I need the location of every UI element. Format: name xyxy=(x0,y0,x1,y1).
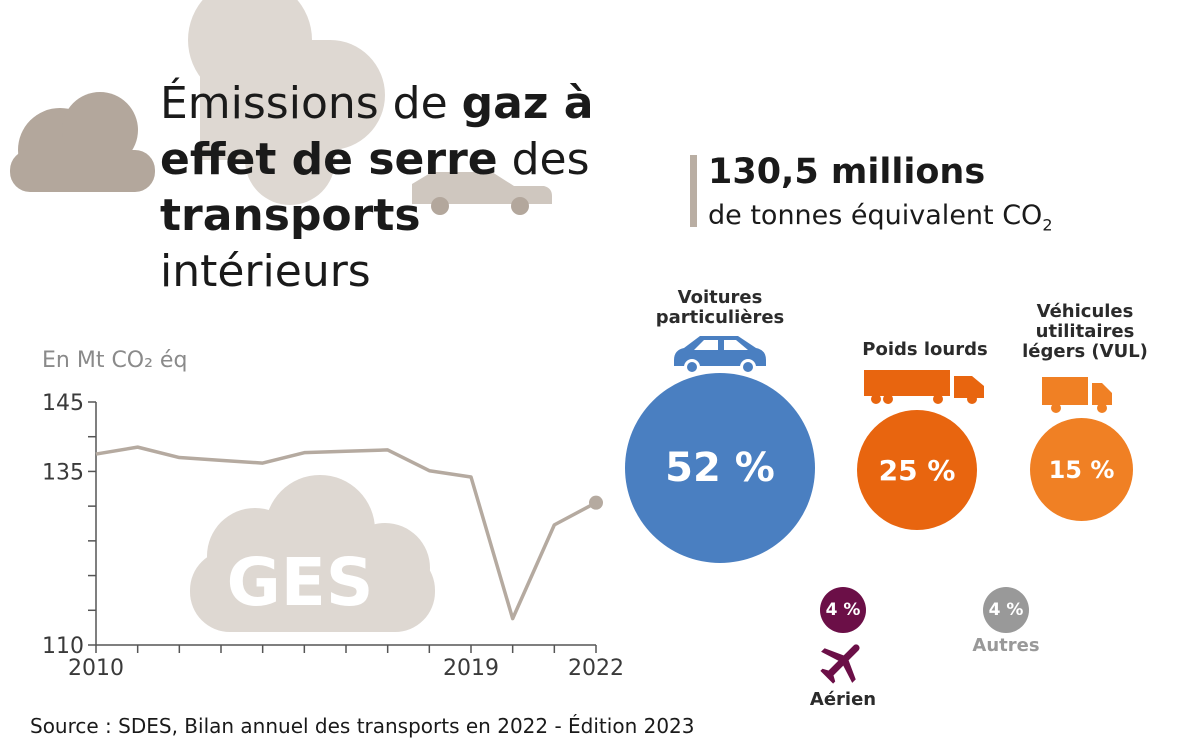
cloud-text: GES xyxy=(227,544,374,621)
share-circle-poids-lourds: 25 % xyxy=(857,410,977,530)
cloud-icon xyxy=(188,0,385,205)
y-tick-label: 145 xyxy=(42,391,84,416)
car-icon xyxy=(674,336,766,375)
title-bold-1: gaz à effet de serre xyxy=(160,78,594,185)
category-label-aerien: Aérien xyxy=(809,689,877,710)
share-circle-vul: 15 % xyxy=(1030,418,1133,521)
share-label-autres: 4 % xyxy=(988,600,1024,620)
share-circle-aerien: 4 % xyxy=(820,587,866,633)
x-tick-label: 2010 xyxy=(68,656,124,681)
cloud-icon xyxy=(10,92,155,192)
title-part-2: des xyxy=(497,134,590,185)
title-part-1: Émissions de xyxy=(160,78,462,129)
y-tick-label: 110 xyxy=(42,634,84,659)
share-circle-voitures: 52 % xyxy=(625,373,815,563)
title-bold-2: transports xyxy=(160,190,421,241)
series-layer xyxy=(95,445,603,621)
ges-cloud-illustration: GES xyxy=(190,475,435,632)
x-tick-label: 2019 xyxy=(443,656,499,681)
total-unit: de tonnes équivalent CO2 xyxy=(708,200,1053,234)
airplane-icon xyxy=(820,644,860,684)
background-clouds-illustration xyxy=(10,0,552,215)
share-label-poids-lourds: 25 % xyxy=(878,453,956,487)
car-outline-icon xyxy=(412,172,552,215)
truck-icon xyxy=(864,370,984,404)
x-tick-label: 2022 xyxy=(568,656,624,681)
total-accent-bar xyxy=(690,155,697,227)
last-point-marker xyxy=(589,495,603,510)
total-unit-prefix: de tonnes équivalent CO xyxy=(708,200,1043,231)
category-label-voitures: Voitures particulières xyxy=(655,287,785,328)
category-label-autres: Autres xyxy=(972,635,1040,656)
category-label-vul: Véhicules utilitaires légers (VUL) xyxy=(1022,301,1148,362)
y-axis-unit-label: En Mt CO₂ éq xyxy=(42,348,188,373)
share-label-voitures: 52 % xyxy=(665,445,775,491)
y-tick-label: 135 xyxy=(42,460,84,485)
category-label-poids-lourds: Poids lourds xyxy=(862,339,988,360)
share-label-aerien: 4 % xyxy=(825,600,861,620)
share-label-vul: 15 % xyxy=(1048,455,1115,484)
series-line xyxy=(95,445,597,621)
source-note: Source : SDES, Bilan annuel des transpor… xyxy=(30,714,695,738)
total-value: 130,5 millions xyxy=(708,152,986,192)
total-unit-subscript: 2 xyxy=(1042,215,1053,235)
chart-title: Émissions de gaz à effet de serre des tr… xyxy=(160,76,640,300)
van-icon xyxy=(1042,377,1112,413)
title-part-3: intérieurs xyxy=(160,246,371,297)
share-circle-autres: 4 % xyxy=(983,587,1029,633)
